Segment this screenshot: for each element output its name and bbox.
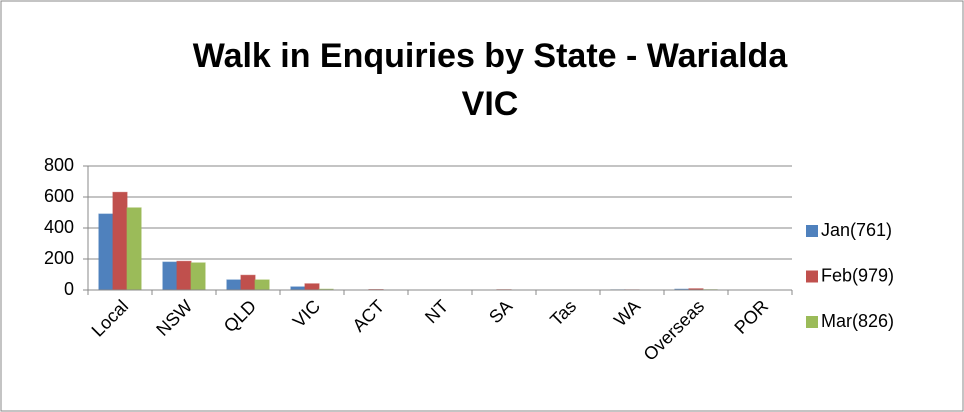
legend-swatch [806, 270, 818, 283]
bar [226, 279, 242, 291]
y-tick-label: 200 [44, 248, 74, 268]
bar [112, 191, 128, 291]
bar [176, 260, 192, 291]
legend-swatch [806, 225, 818, 237]
y-tick-label: 800 [44, 155, 74, 175]
bar [162, 261, 178, 291]
legend-label: Feb(979) [821, 265, 894, 285]
bar [304, 283, 320, 291]
y-tick-label: 0 [64, 279, 74, 299]
bar [240, 274, 256, 291]
legend-label: Jan(761) [821, 220, 892, 240]
bar [98, 213, 114, 291]
legend-label: Mar(826) [821, 311, 894, 331]
bar [126, 207, 142, 291]
chart-title: Walk in Enquiries by State - Warialda VIC [193, 37, 789, 123]
bar [190, 262, 206, 291]
y-tick-label: 600 [44, 186, 74, 206]
bar [254, 279, 270, 291]
legend-swatch [806, 316, 818, 328]
y-tick-label: 400 [44, 217, 74, 237]
